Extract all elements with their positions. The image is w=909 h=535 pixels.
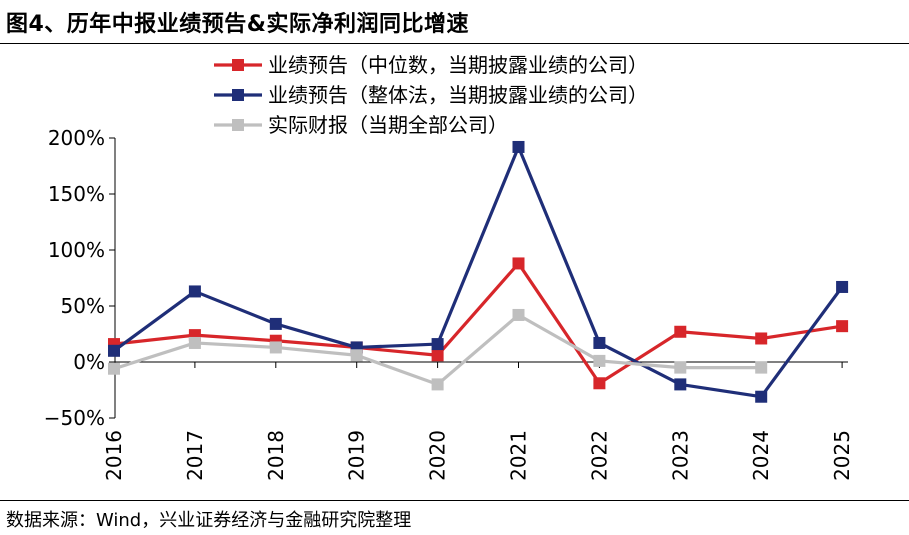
data-point [512,308,525,321]
data-point [674,361,687,374]
chart-axes: −50% 0% 50% 100% 150% 200% 2016 2017 2018 2019 202… [44,126,854,481]
data-point [674,325,687,338]
data-point [755,332,768,345]
chart-series [108,140,849,403]
data-point [593,336,606,349]
series-0 [108,257,849,390]
data-point [836,280,849,293]
legend-label: 业绩预告（整体法，当期披露业绩的公司） [268,83,648,107]
x-tick-label: 2018 [264,430,288,481]
legend-label: 业绩预告（中位数，当期披露业绩的公司） [268,53,648,77]
series-2 [108,308,768,391]
bottom-rule [0,500,909,501]
x-tick-label: 2016 [102,430,126,481]
data-point [431,378,444,391]
data-point [269,341,282,354]
data-point [188,285,201,298]
data-point [674,378,687,391]
data-point [431,338,444,351]
series-line [113,261,843,385]
x-tick-label: 2024 [749,430,773,481]
x-tick-label: 2025 [830,430,854,481]
y-tick-label: 200% [48,126,105,150]
y-tick-label: 150% [48,182,105,206]
data-point [512,140,525,153]
legend-label: 实际财报（当期全部公司） [268,113,508,137]
data-point [755,361,768,374]
data-point [593,377,606,390]
top-rule [0,43,909,44]
y-tick-label: 50% [61,294,105,318]
legend-marker [232,119,244,131]
chart-legend: 业绩预告（中位数，当期披露业绩的公司） 业绩预告（整体法，当期披露业绩的公司） 实际… [214,53,648,137]
legend-marker [232,59,244,71]
legend-marker [232,89,244,101]
data-point [512,257,525,270]
data-point [269,317,282,330]
data-point [108,362,120,375]
data-point [431,349,444,362]
data-point [755,390,768,403]
x-tick-label: 2022 [587,430,611,481]
y-tick-label: −50% [44,406,105,430]
series-line [113,145,844,399]
data-point [108,344,120,357]
x-tick-label: 2023 [668,430,692,481]
x-tick-label: 2021 [507,430,531,481]
x-tick-label: 2020 [426,430,450,481]
series-1 [108,140,849,403]
data-point [836,320,849,333]
data-point [188,336,201,349]
figure-title: 图4、历年中报业绩预告&实际净利润同比增速 [6,12,469,37]
x-tick-label: 2019 [345,430,369,481]
data-point [593,354,606,367]
data-point [350,349,363,362]
y-tick-label: 0% [73,350,105,374]
x-tick-label: 2017 [183,430,207,481]
source-note: 数据来源：Wind，兴业证券经济与金融研究院整理 [6,510,412,531]
y-tick-label: 100% [48,238,105,262]
